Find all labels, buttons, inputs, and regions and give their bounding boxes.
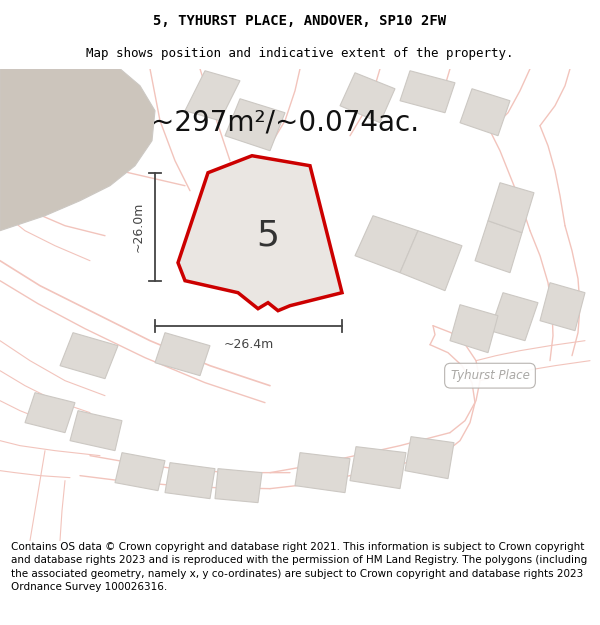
- Text: Contains OS data © Crown copyright and database right 2021. This information is : Contains OS data © Crown copyright and d…: [11, 542, 587, 592]
- Polygon shape: [400, 71, 455, 112]
- Polygon shape: [475, 221, 522, 272]
- Text: Map shows position and indicative extent of the property.: Map shows position and indicative extent…: [86, 48, 514, 61]
- Text: 5: 5: [257, 219, 280, 253]
- Polygon shape: [400, 231, 462, 291]
- Polygon shape: [178, 156, 342, 311]
- Text: 5, TYHURST PLACE, ANDOVER, SP10 2FW: 5, TYHURST PLACE, ANDOVER, SP10 2FW: [154, 14, 446, 28]
- Polygon shape: [60, 332, 118, 379]
- Polygon shape: [490, 292, 538, 341]
- Polygon shape: [450, 304, 498, 352]
- Polygon shape: [295, 452, 350, 493]
- Polygon shape: [185, 71, 240, 121]
- Polygon shape: [405, 437, 454, 479]
- Polygon shape: [215, 469, 262, 502]
- Polygon shape: [340, 72, 395, 122]
- Polygon shape: [0, 69, 155, 231]
- Text: Tyhurst Place: Tyhurst Place: [451, 369, 529, 382]
- Polygon shape: [115, 452, 165, 491]
- Polygon shape: [350, 447, 406, 489]
- Text: ~297m²/~0.074ac.: ~297m²/~0.074ac.: [151, 109, 419, 137]
- Polygon shape: [225, 99, 285, 151]
- Polygon shape: [540, 282, 585, 331]
- Text: ~26.0m: ~26.0m: [132, 201, 145, 252]
- Polygon shape: [355, 216, 418, 272]
- Polygon shape: [25, 392, 75, 432]
- Polygon shape: [155, 332, 210, 376]
- Polygon shape: [460, 89, 510, 136]
- Polygon shape: [165, 462, 215, 499]
- Polygon shape: [488, 182, 534, 232]
- Text: ~26.4m: ~26.4m: [223, 338, 274, 351]
- Polygon shape: [70, 411, 122, 451]
